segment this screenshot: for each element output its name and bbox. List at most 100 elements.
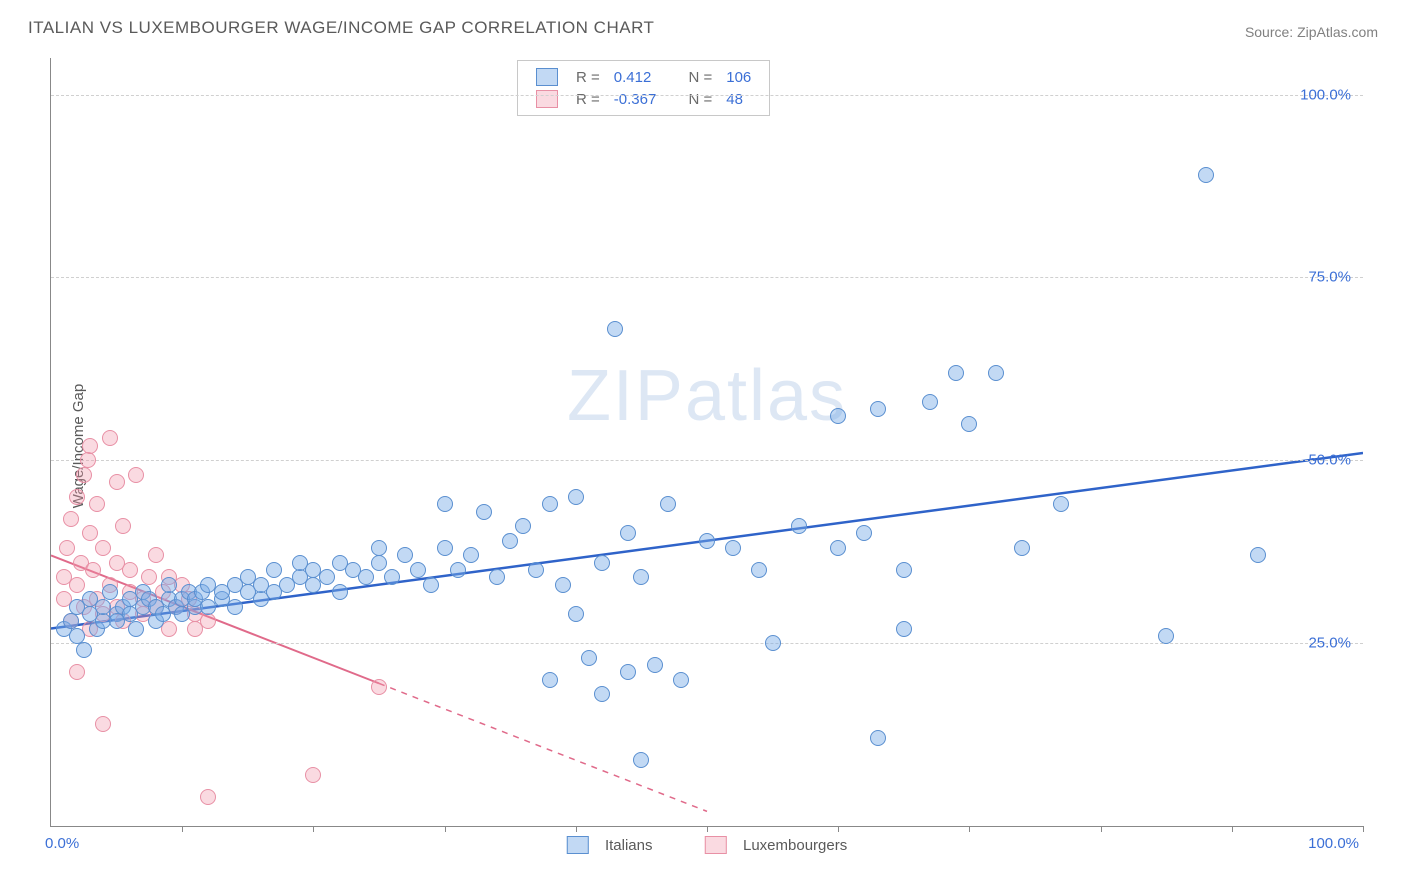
point-italians [319, 569, 335, 585]
x-tick [445, 826, 446, 832]
point-italians [450, 562, 466, 578]
point-italians [870, 730, 886, 746]
point-italians [581, 650, 597, 666]
point-italians [437, 496, 453, 512]
plot-area: ZIPatlas R = 0.412 N = 106 R = -0.367 N … [50, 58, 1363, 827]
point-italians [620, 664, 636, 680]
point-luxembourgers [141, 569, 157, 585]
point-italians [1014, 540, 1030, 556]
point-italians [633, 569, 649, 585]
point-luxembourgers [200, 789, 216, 805]
correlation-legend: R = 0.412 N = 106 R = -0.367 N = 48 [517, 60, 770, 116]
point-luxembourgers [122, 562, 138, 578]
point-italians [922, 394, 938, 410]
point-italians [227, 599, 243, 615]
source-label: Source: ZipAtlas.com [1245, 24, 1378, 40]
point-italians [397, 547, 413, 563]
swatch-italians [536, 68, 558, 86]
point-luxembourgers [63, 511, 79, 527]
point-italians [1198, 167, 1214, 183]
n-value-italians: 106 [720, 67, 757, 87]
point-italians [63, 613, 79, 629]
point-italians [1158, 628, 1174, 644]
point-italians [437, 540, 453, 556]
point-luxembourgers [85, 562, 101, 578]
series-legend: Italians Luxembourgers [561, 836, 853, 854]
point-luxembourgers [82, 438, 98, 454]
point-luxembourgers [82, 525, 98, 541]
y-tick-label: 75.0% [1308, 269, 1351, 286]
point-luxembourgers [69, 577, 85, 593]
point-italians [371, 540, 387, 556]
y-tick-label: 25.0% [1308, 635, 1351, 652]
trend-lines [51, 58, 1363, 826]
point-italians [594, 555, 610, 571]
point-luxembourgers [95, 540, 111, 556]
point-italians [489, 569, 505, 585]
watermark-atlas: atlas [685, 356, 847, 436]
point-italians [633, 752, 649, 768]
point-italians [371, 555, 387, 571]
x-tick [838, 826, 839, 832]
x-tick [969, 826, 970, 832]
point-italians [358, 569, 374, 585]
point-italians [266, 562, 282, 578]
point-luxembourgers [148, 547, 164, 563]
point-italians [699, 533, 715, 549]
point-italians [69, 628, 85, 644]
n-value-luxembourgers: 48 [720, 89, 757, 109]
point-italians [542, 672, 558, 688]
point-italians [961, 416, 977, 432]
point-italians [594, 686, 610, 702]
x-axis-end-label: 100.0% [1308, 835, 1359, 852]
point-italians [102, 584, 118, 600]
point-luxembourgers [109, 474, 125, 490]
watermark: ZIPatlas [567, 355, 847, 437]
point-italians [528, 562, 544, 578]
x-tick [1232, 826, 1233, 832]
point-luxembourgers [69, 489, 85, 505]
point-italians [410, 562, 426, 578]
point-italians [673, 672, 689, 688]
swatch-italians [567, 836, 589, 854]
chart-title: ITALIAN VS LUXEMBOURGER WAGE/INCOME GAP … [28, 18, 654, 38]
point-italians [568, 489, 584, 505]
point-italians [620, 525, 636, 541]
point-italians [542, 496, 558, 512]
point-italians [502, 533, 518, 549]
point-luxembourgers [200, 613, 216, 629]
point-luxembourgers [76, 467, 92, 483]
point-italians [896, 562, 912, 578]
point-italians [515, 518, 531, 534]
watermark-zip: ZIP [567, 356, 685, 436]
point-luxembourgers [128, 467, 144, 483]
x-tick [313, 826, 314, 832]
point-italians [568, 606, 584, 622]
point-italians [384, 569, 400, 585]
x-tick [182, 826, 183, 832]
point-luxembourgers [80, 452, 96, 468]
x-tick [1363, 826, 1364, 832]
point-luxembourgers [102, 430, 118, 446]
swatch-luxembourgers [705, 836, 727, 854]
point-luxembourgers [89, 496, 105, 512]
x-tick [1101, 826, 1102, 832]
point-italians [948, 365, 964, 381]
x-axis-start-label: 0.0% [45, 835, 79, 852]
r-value-italians: 0.412 [608, 67, 663, 87]
r-value-luxembourgers: -0.367 [608, 89, 663, 109]
point-italians [476, 504, 492, 520]
point-italians [751, 562, 767, 578]
point-italians [765, 635, 781, 651]
point-italians [725, 540, 741, 556]
gridline [51, 95, 1363, 96]
point-luxembourgers [115, 518, 131, 534]
point-italians [1250, 547, 1266, 563]
point-luxembourgers [95, 716, 111, 732]
legend-row-italians: R = 0.412 N = 106 [530, 67, 757, 87]
legend-label-italians: Italians [605, 837, 653, 854]
point-italians [332, 584, 348, 600]
y-tick-label: 100.0% [1300, 86, 1351, 103]
point-italians [128, 621, 144, 637]
point-italians [647, 657, 663, 673]
